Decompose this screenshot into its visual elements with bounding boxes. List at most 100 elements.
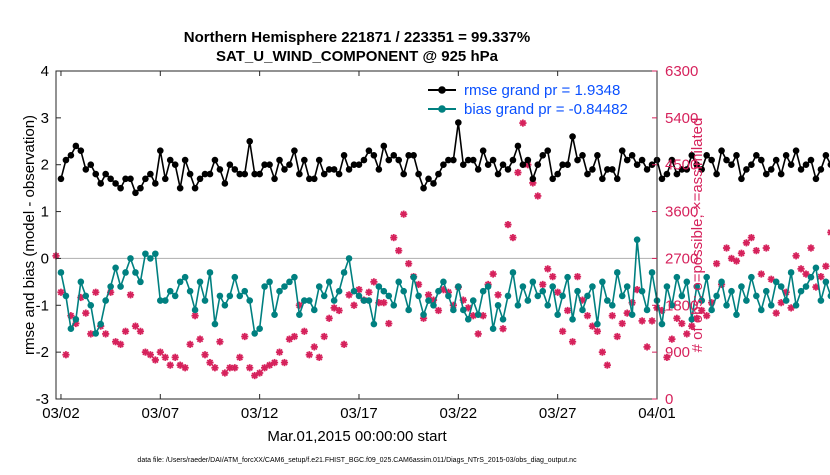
bias-point	[509, 269, 517, 276]
bias-point	[415, 292, 422, 300]
obs-point	[563, 306, 572, 315]
rmse-point	[97, 180, 105, 187]
rmse-point	[792, 147, 800, 154]
bias-point	[658, 320, 666, 328]
rmse-point	[176, 184, 184, 192]
rmse-point	[296, 170, 303, 178]
x-tick-label: 03/02	[42, 405, 80, 422]
obs-point	[772, 309, 780, 317]
x-tick-label: 03/07	[142, 405, 180, 422]
rmse-point	[87, 161, 95, 169]
obs-point	[549, 273, 557, 281]
obs-point	[57, 288, 65, 296]
rmse-point	[753, 152, 760, 159]
obs-point	[161, 353, 169, 361]
bias-point	[181, 273, 189, 281]
rmse-point	[306, 175, 313, 183]
rmse-point	[445, 156, 452, 164]
bias-point	[738, 283, 745, 290]
bias-point	[166, 287, 174, 295]
obs-point	[156, 348, 164, 356]
obs-point	[87, 330, 95, 338]
rmse-point	[738, 175, 745, 183]
bias-point	[539, 287, 547, 295]
rmse-point	[822, 152, 830, 159]
rmse-point	[812, 175, 820, 183]
rmse-point	[57, 175, 65, 183]
bias-point	[594, 320, 601, 328]
obs-point	[559, 327, 567, 335]
bias-point	[57, 269, 65, 276]
obs-point	[568, 338, 577, 346]
obs-point	[787, 304, 795, 312]
bias-point	[753, 292, 760, 300]
bias-point	[132, 269, 139, 276]
rmse-point	[410, 152, 417, 159]
bias-point	[807, 273, 815, 281]
obs-point	[613, 332, 621, 341]
rmse-point	[599, 175, 606, 183]
obs-point	[509, 234, 517, 242]
bias-point	[569, 316, 576, 323]
bias-point	[420, 311, 427, 318]
obs-point	[370, 278, 378, 286]
rmse-point	[827, 161, 830, 168]
obs-point	[335, 306, 343, 315]
rmse-point	[807, 156, 815, 164]
x-tick-label: 03/27	[539, 405, 577, 422]
rmse-point	[708, 156, 715, 164]
obs-point	[116, 340, 125, 348]
obs-point	[246, 364, 254, 372]
bias-point	[241, 287, 249, 295]
legend-bias-marker	[438, 105, 446, 113]
bias-point	[157, 297, 164, 304]
rmse-point	[762, 170, 770, 178]
bias-point	[127, 255, 134, 262]
bias-point	[82, 292, 90, 300]
obs-point	[92, 288, 100, 296]
obs-point	[673, 314, 681, 322]
bias-point	[236, 292, 244, 300]
obs-point	[380, 299, 388, 307]
obs-point	[668, 335, 676, 343]
bias-point	[330, 297, 338, 304]
obs-point	[797, 265, 805, 273]
rmse-point	[802, 161, 810, 169]
bias-point	[385, 292, 393, 300]
obs-point	[827, 228, 830, 236]
rmse-point	[633, 161, 641, 169]
obs-point	[82, 309, 90, 317]
bias-point	[708, 306, 715, 314]
y2-tick-label: 900	[665, 344, 690, 361]
obs-point	[434, 306, 443, 315]
y-tick-label: 2	[41, 157, 49, 174]
rmse-point	[405, 152, 412, 159]
rmse-point	[628, 152, 636, 159]
bias-point	[291, 273, 298, 281]
bias-point	[405, 306, 412, 314]
bias-point	[201, 297, 209, 304]
bias-line	[60, 239, 830, 336]
obs-point	[390, 234, 398, 242]
obs-point	[131, 322, 140, 330]
rmse-point	[82, 166, 90, 173]
obs-point	[534, 192, 542, 200]
obs-point	[469, 312, 477, 320]
rmse-line	[60, 122, 830, 195]
rmse-point	[221, 180, 229, 187]
rmse-point	[658, 175, 666, 183]
rmse-point	[524, 156, 532, 164]
bias-point	[445, 292, 452, 300]
rmse-point	[186, 170, 194, 178]
y2-tick-label: 2700	[665, 250, 698, 267]
bias-point	[226, 292, 234, 300]
rmse-point	[469, 156, 477, 164]
obs-point	[136, 327, 145, 335]
rmse-point	[455, 119, 462, 126]
obs-point	[752, 247, 760, 255]
obs-point	[305, 351, 313, 359]
bias-point	[728, 287, 735, 295]
bias-point	[306, 297, 313, 304]
bias-point	[107, 283, 114, 290]
